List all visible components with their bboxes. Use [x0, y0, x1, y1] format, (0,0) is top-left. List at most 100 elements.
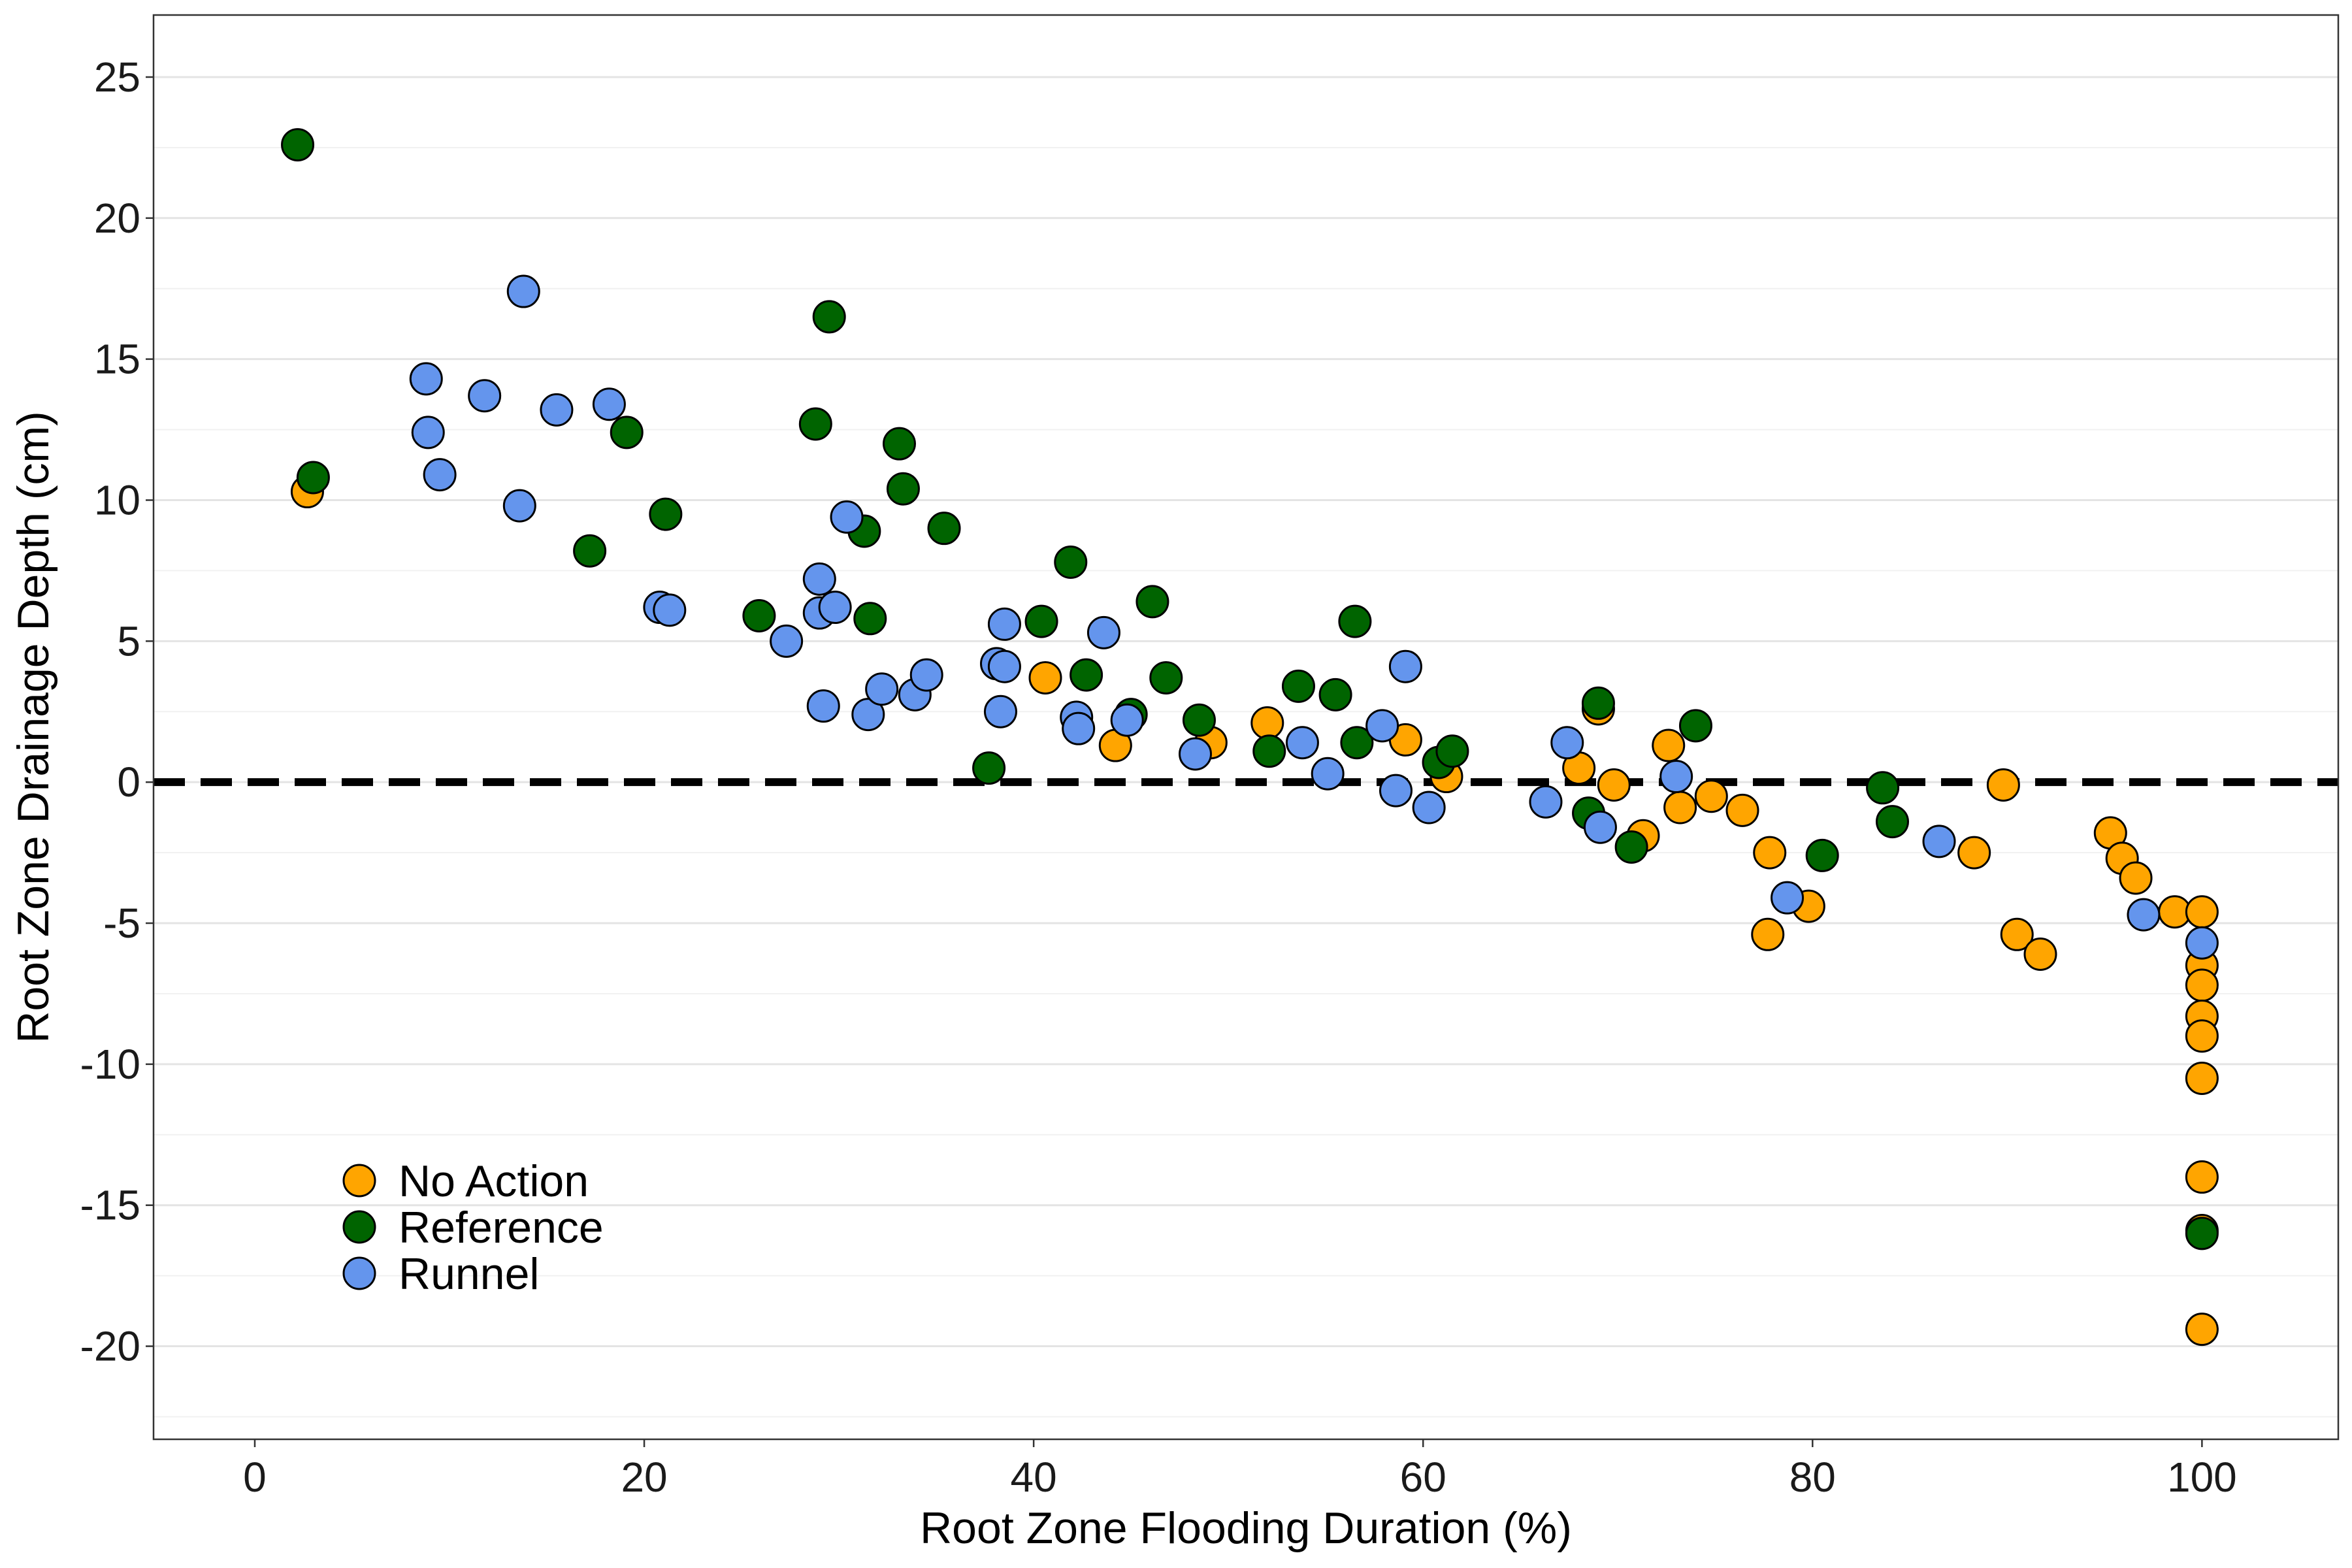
data-point-reference	[1340, 726, 1374, 760]
x-tick-label: 40	[1011, 1454, 1057, 1501]
data-point-reference	[853, 602, 887, 636]
data-point-runnel	[818, 591, 852, 625]
data-point-reference	[1054, 545, 1088, 579]
data-point-reference	[1678, 709, 1712, 743]
data-point-no-action	[2185, 1061, 2219, 1095]
data-point-no-action	[2185, 1313, 2219, 1347]
data-point-reference	[1581, 686, 1615, 720]
data-point-no-action	[1652, 728, 1686, 762]
data-point-runnel	[1550, 726, 1584, 760]
data-point-reference	[296, 461, 330, 495]
x-axis-title: Root Zone Flooding Duration (%)	[920, 1503, 1572, 1553]
data-point-runnel	[987, 649, 1021, 683]
data-point-no-action	[2119, 861, 2153, 895]
data-point-reference	[927, 512, 961, 546]
data-point-runnel	[865, 672, 899, 706]
data-point-runnel	[1311, 757, 1345, 791]
data-point-no-action	[1694, 779, 1728, 813]
y-tick-label: -5	[103, 900, 140, 947]
data-point-reference	[1281, 669, 1315, 703]
data-point-reference	[1875, 805, 1909, 839]
legend-label-runnel: Runnel	[399, 1249, 540, 1299]
x-tick-label: 80	[1789, 1454, 1836, 1501]
legend-label-no-action: No Action	[399, 1156, 589, 1206]
data-point-no-action	[1957, 836, 1991, 870]
data-point-reference	[1318, 678, 1352, 711]
data-point-no-action	[1986, 768, 2020, 802]
data-point-no-action	[1751, 917, 1785, 951]
data-point-reference	[798, 407, 832, 441]
data-point-runnel	[2127, 898, 2161, 932]
data-point-runnel	[806, 689, 840, 723]
data-point-reference	[1435, 734, 1469, 768]
data-point-runnel	[1412, 791, 1446, 825]
data-point-reference	[2185, 1217, 2219, 1250]
data-points	[281, 128, 2219, 1347]
y-tick-label: 25	[94, 54, 140, 101]
data-point-runnel	[1388, 649, 1422, 683]
x-tick-label: 20	[621, 1454, 667, 1501]
data-point-reference	[1338, 604, 1372, 638]
data-point-runnel	[1365, 709, 1399, 743]
legend-key-reference	[342, 1210, 376, 1244]
data-point-runnel	[1379, 774, 1413, 808]
data-point-runnel	[1086, 615, 1120, 649]
data-point-runnel	[1922, 825, 1956, 858]
data-point-runnel	[770, 624, 804, 658]
data-point-reference	[1252, 734, 1286, 768]
data-point-runnel	[830, 500, 864, 534]
y-tick-label: 20	[94, 195, 140, 242]
data-point-reference	[610, 416, 644, 449]
data-point-runnel	[1062, 711, 1096, 745]
axes: 25 20 15 10 5 0 -5 -10 -15 -20 0 20 40 60 80 100	[80, 54, 2237, 1501]
data-point-reference	[1182, 703, 1216, 737]
data-point-no-action	[1028, 661, 1062, 694]
legend-key-runnel	[342, 1256, 376, 1290]
data-point-runnel	[1771, 881, 1805, 915]
data-point-reference	[281, 128, 315, 162]
y-tick-label: -10	[80, 1041, 141, 1088]
data-point-no-action	[2023, 938, 2057, 972]
legend-label-reference: Reference	[399, 1203, 604, 1252]
data-point-runnel	[802, 562, 836, 596]
y-tick-label: 10	[94, 476, 140, 523]
data-point-runnel	[468, 379, 502, 413]
data-point-no-action	[1753, 836, 1787, 870]
data-point-reference	[573, 534, 607, 568]
x-tick-label: 0	[243, 1454, 267, 1501]
data-point-runnel	[909, 658, 943, 692]
data-point-reference	[1614, 830, 1648, 864]
data-point-runnel	[1659, 760, 1693, 794]
y-tick-label: 15	[94, 336, 140, 383]
legend-key-no-action	[342, 1164, 376, 1198]
data-point-no-action	[1250, 706, 1284, 740]
data-point-runnel	[409, 362, 443, 396]
y-tick-label: -20	[80, 1323, 141, 1370]
data-point-no-action	[2185, 968, 2219, 1002]
data-point-runnel	[502, 489, 536, 523]
data-point-no-action	[1597, 768, 1631, 802]
data-point-no-action	[2000, 917, 2034, 951]
data-point-reference	[1135, 585, 1169, 619]
y-axis-title: Root Zone Drainage Depth (cm)	[8, 411, 58, 1043]
data-point-reference	[1024, 604, 1058, 638]
data-point-runnel	[987, 607, 1021, 641]
data-point-reference	[1866, 771, 1900, 805]
data-point-reference	[1070, 658, 1103, 692]
data-point-runnel	[1285, 726, 1319, 760]
plot-panel-border	[152, 14, 2340, 1441]
data-point-no-action	[1725, 793, 1759, 827]
data-point-reference	[1805, 838, 1839, 872]
data-point-no-action	[2185, 1019, 2219, 1053]
data-point-runnel	[1110, 703, 1144, 737]
data-point-reference	[812, 300, 846, 334]
data-point-reference	[742, 598, 776, 632]
data-point-runnel	[983, 694, 1017, 728]
data-point-runnel	[540, 393, 574, 427]
x-tick-label: 100	[2167, 1454, 2237, 1501]
y-tick-label: -15	[80, 1182, 141, 1229]
data-point-reference	[649, 497, 683, 531]
data-point-runnel	[423, 458, 457, 492]
